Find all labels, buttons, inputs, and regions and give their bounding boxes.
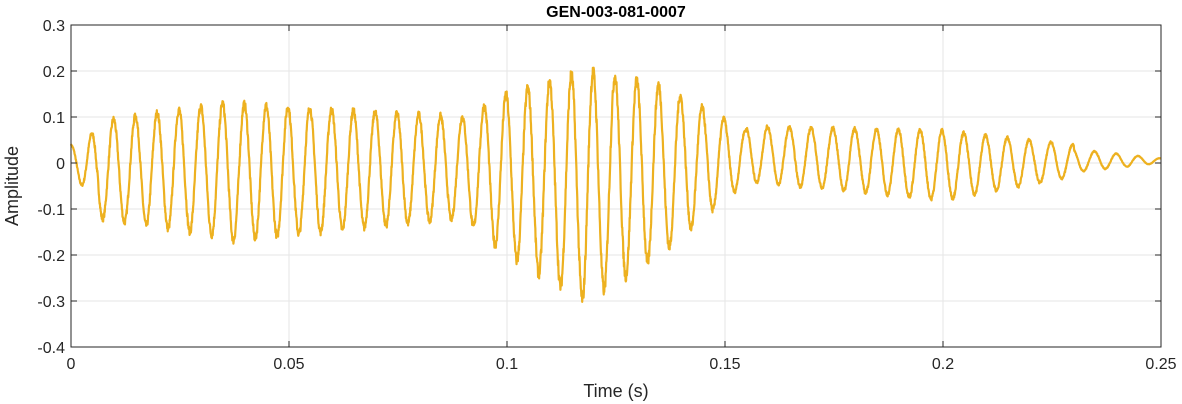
y-tick-label: 0.3 xyxy=(43,18,65,35)
y-tick-label: 0.1 xyxy=(43,110,65,127)
x-tick-label: 0.2 xyxy=(932,356,954,373)
x-tick-label: 0.25 xyxy=(1145,356,1176,373)
y-tick-label: 0.2 xyxy=(43,64,65,81)
x-tick-label: 0.15 xyxy=(709,356,740,373)
y-axis-title: Amplitude xyxy=(2,146,22,226)
x-tick-label: 0.1 xyxy=(496,356,518,373)
y-tick-label: -0.3 xyxy=(37,294,65,311)
y-tick-label: 0 xyxy=(56,156,65,173)
y-tick-label: -0.2 xyxy=(37,248,65,265)
y-tick-label: -0.1 xyxy=(37,202,65,219)
x-tick-label: 0 xyxy=(67,356,76,373)
x-axis-title: Time (s) xyxy=(583,381,648,401)
series-line xyxy=(69,66,1162,303)
plot-background xyxy=(71,25,1161,347)
plot-frame xyxy=(70,24,1162,348)
chart-title: GEN-003-081-0007 xyxy=(546,4,686,21)
x-tick-label: 0.05 xyxy=(273,356,304,373)
ticks: 0 0.05 0.1 0.15 0.2 0.25 -0.4 -0.3 -0.2 -0.1 0 0.1 0… xyxy=(37,18,1176,373)
y-tick-label: -0.4 xyxy=(37,340,65,357)
series-layer xyxy=(69,66,1162,303)
